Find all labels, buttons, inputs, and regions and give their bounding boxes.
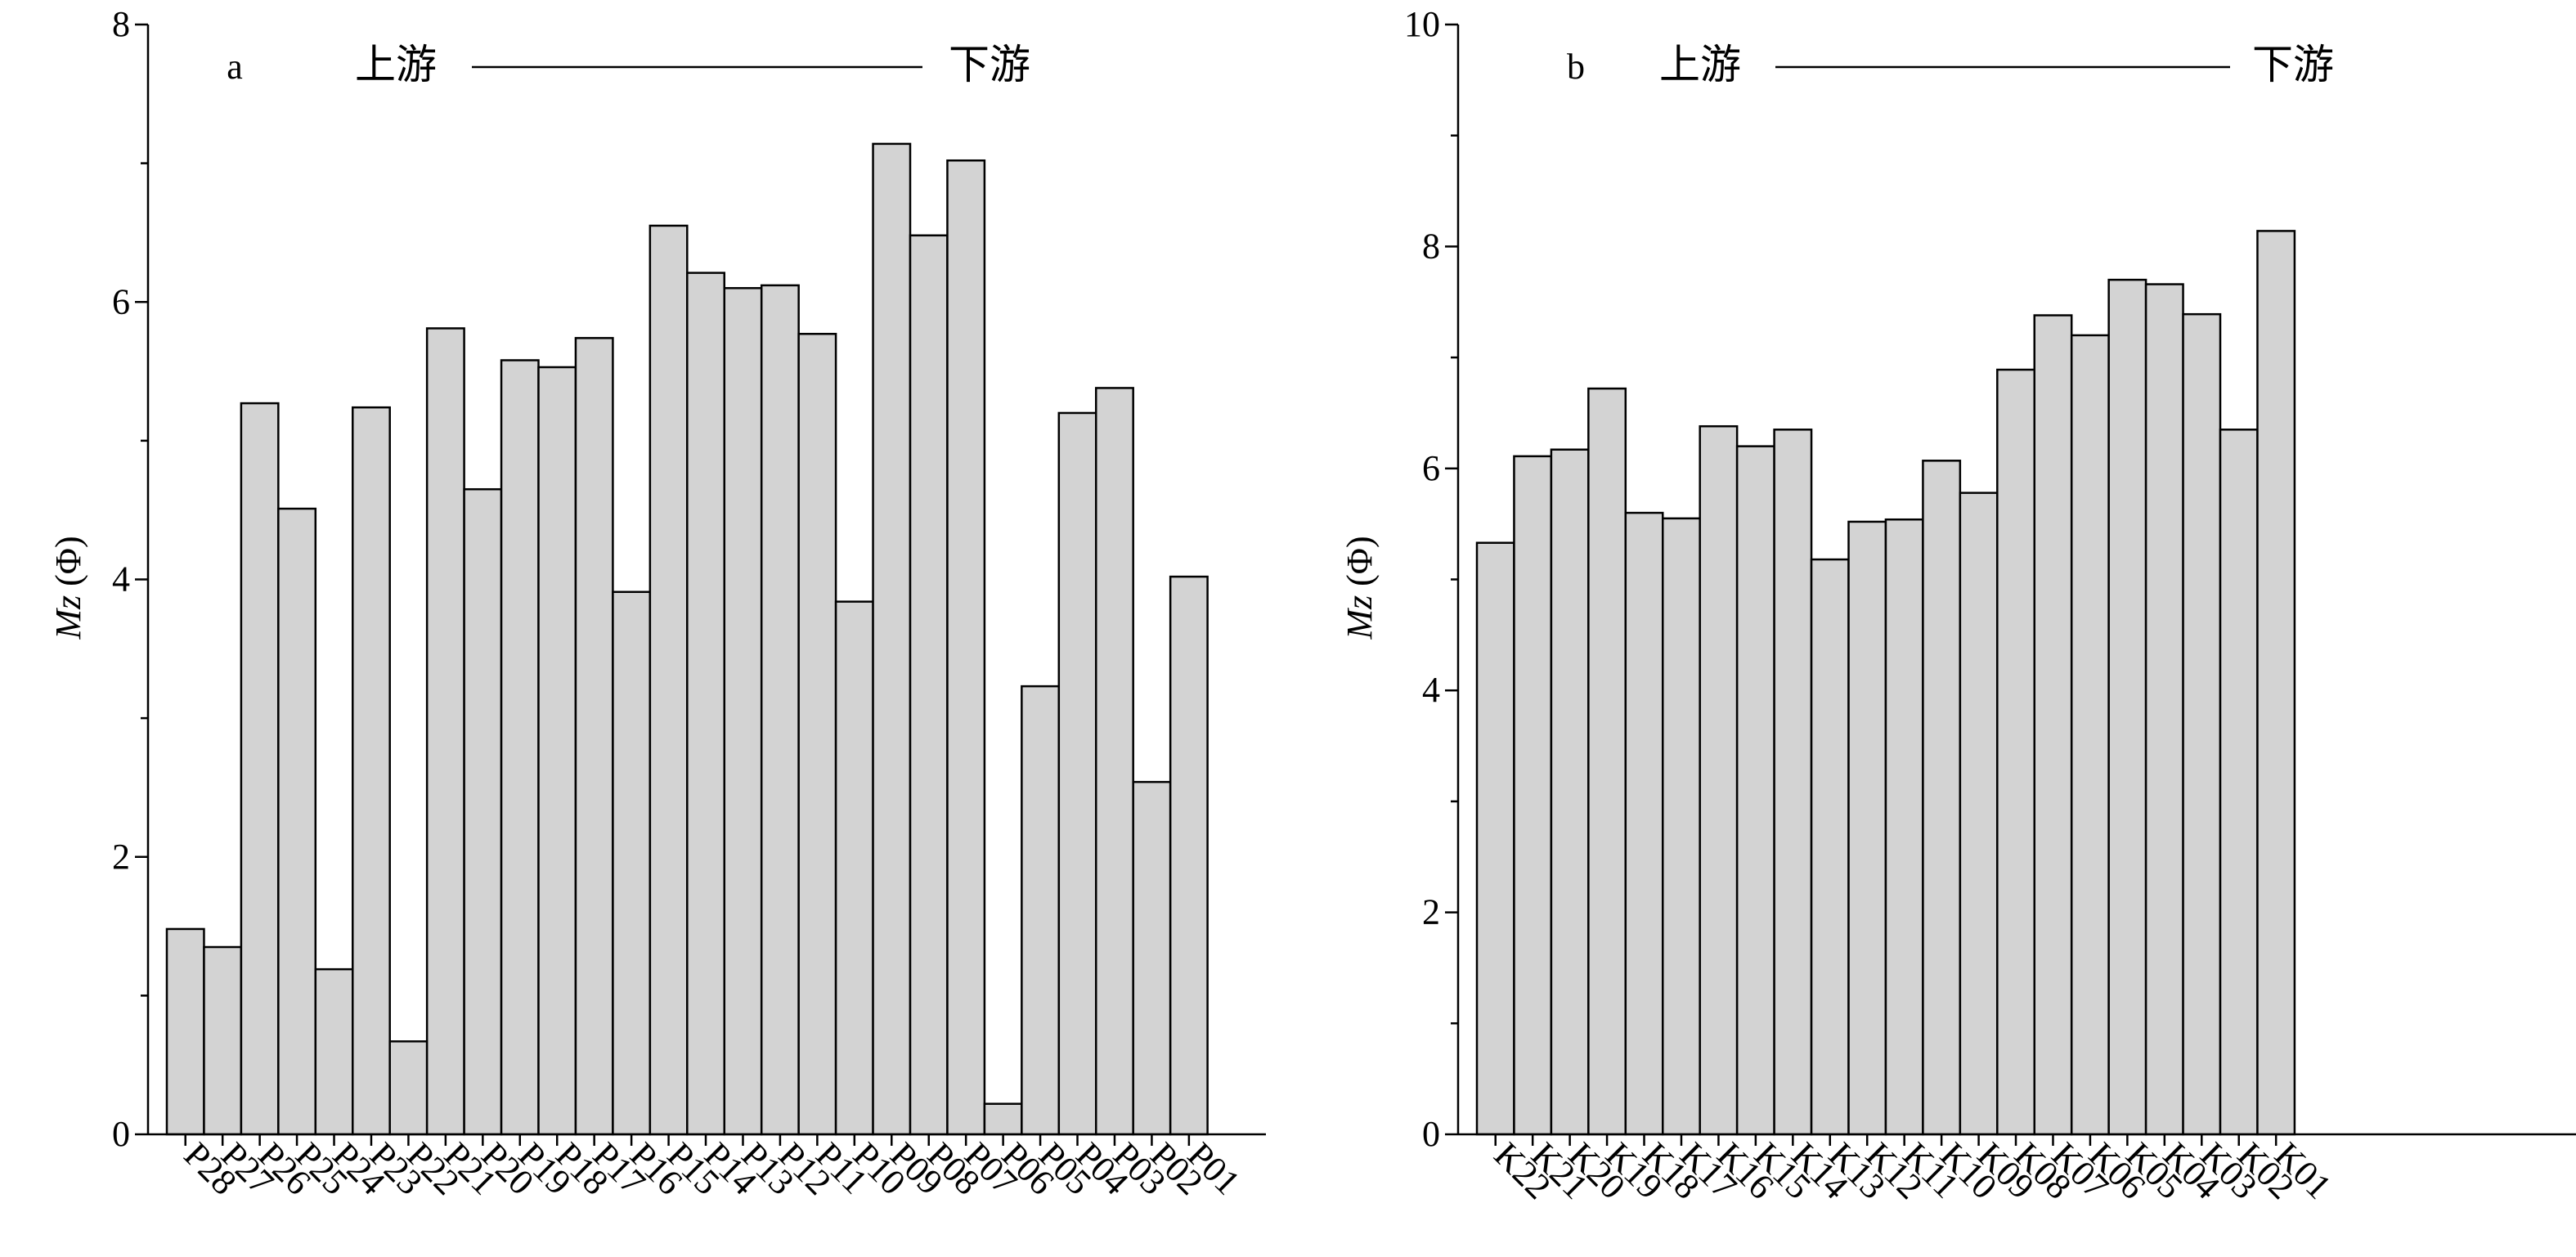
- bar-P18: [537, 366, 577, 1136]
- bar-K17: [1662, 517, 1701, 1136]
- y-tick-label: 0: [112, 1114, 130, 1154]
- bar-K13: [1810, 558, 1850, 1136]
- y-tick-label: 10: [1404, 4, 1440, 44]
- bar-K16: [1699, 424, 1739, 1136]
- y-axis-label-unit: (Φ): [48, 536, 88, 595]
- y-tick-label: 4: [112, 559, 130, 599]
- bar-K18: [1624, 511, 1664, 1136]
- bar-K22: [1475, 541, 1515, 1136]
- bar-P28: [165, 927, 205, 1136]
- y-tick-label: 6: [112, 281, 130, 321]
- y-axis-label: Mz (Φ): [1340, 536, 1380, 640]
- bar-P11: [797, 333, 837, 1136]
- bar-P21: [425, 327, 465, 1136]
- bar-P25: [277, 507, 317, 1136]
- bar-P03: [1095, 387, 1134, 1136]
- bar-K20: [1550, 448, 1590, 1136]
- bar-K12: [1847, 520, 1887, 1136]
- bar-K09: [1959, 492, 1999, 1136]
- downstream-label: 下游: [949, 42, 1030, 88]
- bar-K21: [1513, 455, 1553, 1136]
- bar-K10: [1922, 460, 1962, 1136]
- bar-P14: [686, 272, 725, 1136]
- bar-P02: [1132, 780, 1172, 1136]
- bar-K01: [2256, 230, 2296, 1136]
- bar-P12: [760, 284, 800, 1136]
- upstream-label: 上游: [355, 42, 437, 88]
- y-tick-label: 6: [1422, 448, 1440, 488]
- bar-P24: [314, 967, 354, 1136]
- bar-P17: [574, 337, 614, 1136]
- bar-P10: [834, 600, 874, 1136]
- panel-b: 0246810K22K21K20K19K18K17K16K15K14K13K12…: [1340, 4, 2576, 1207]
- bar-K06: [2070, 334, 2110, 1136]
- bar-K08: [1996, 368, 2036, 1136]
- bar-P22: [388, 1040, 429, 1136]
- y-tick-label: 2: [112, 837, 130, 877]
- bar-P09: [872, 142, 912, 1136]
- bar-K19: [1587, 387, 1627, 1136]
- y-tick-label: 4: [1422, 670, 1440, 710]
- bar-P05: [1021, 685, 1061, 1136]
- y-axis-label: Mz (Φ): [48, 536, 88, 640]
- downstream-label: 下游: [2252, 42, 2334, 88]
- panel-label: b: [1567, 47, 1585, 87]
- y-axis-label-unit: (Φ): [1340, 536, 1380, 595]
- bar-P27: [203, 945, 243, 1136]
- y-tick-label: 0: [1422, 1114, 1440, 1154]
- bar-K07: [2033, 314, 2073, 1136]
- bar-K05: [2107, 278, 2147, 1136]
- bar-K02: [2219, 429, 2259, 1136]
- bar-P07: [946, 159, 986, 1136]
- bar-K15: [1735, 445, 1775, 1136]
- bar-P01: [1169, 575, 1209, 1136]
- bar-K04: [2144, 283, 2184, 1136]
- panel-label: a: [227, 47, 243, 87]
- bar-K14: [1773, 429, 1813, 1136]
- bar-K11: [1884, 518, 1924, 1136]
- bar-P08: [909, 234, 949, 1136]
- bar-P20: [463, 487, 503, 1136]
- y-tick-label: 2: [1422, 892, 1440, 932]
- upstream-label: 上游: [1659, 42, 1741, 88]
- bar-P26: [240, 402, 280, 1136]
- bar-P19: [500, 359, 540, 1136]
- y-axis-label-symbol: Mz: [1340, 595, 1380, 640]
- bar-P16: [612, 590, 652, 1136]
- bar-P15: [648, 224, 689, 1136]
- bar-K03: [2182, 312, 2222, 1136]
- bar-P23: [352, 406, 391, 1136]
- bar-P13: [723, 287, 763, 1136]
- bar-P06: [983, 1102, 1023, 1136]
- y-tick-label: 8: [1422, 226, 1440, 266]
- y-tick-label: 8: [112, 4, 130, 44]
- panel-a: 02468P28P27P26P25P24P23P22P21P20P19P18P1…: [48, 4, 1266, 1202]
- y-axis-label-symbol: Mz: [48, 595, 88, 640]
- bar-P04: [1057, 411, 1097, 1136]
